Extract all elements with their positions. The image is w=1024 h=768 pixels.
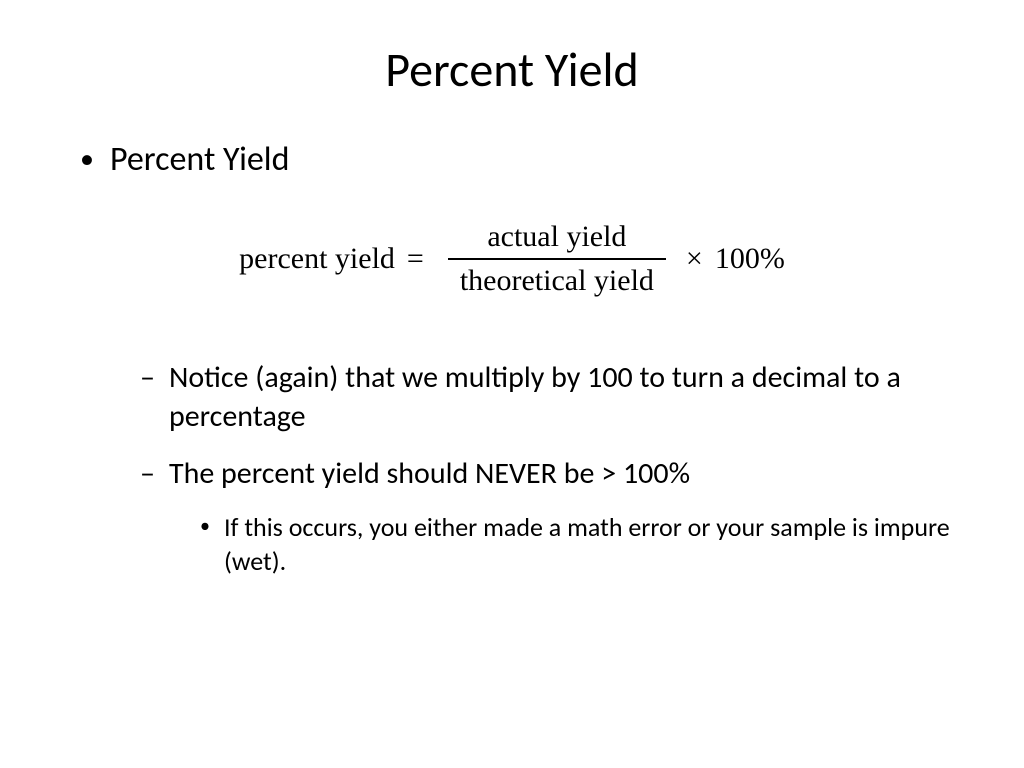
formula-equals: =	[407, 242, 424, 276]
bullet-level-2: Notice (again) that we multiply by 100 t…	[140, 358, 964, 436]
bullet-text: Notice (again) that we multiply by 100 t…	[169, 358, 964, 436]
bullet-level-1: Percent Yield	[80, 139, 964, 180]
formula-lhs: percent yield	[239, 242, 395, 276]
slide-title: Percent Yield	[60, 40, 964, 99]
bullet-text: If this occurs, you either made a math e…	[224, 511, 964, 579]
formula-fraction: actual yield theoretical yield	[448, 220, 666, 298]
formula-denominator: theoretical yield	[448, 258, 666, 298]
bullet-text: Percent Yield	[110, 139, 964, 180]
formula-times: ×	[686, 242, 703, 276]
formula: percent yield = actual yield theoretical…	[60, 220, 964, 298]
bullet-text: The percent yield should NEVER be > 100%	[169, 454, 964, 493]
formula-numerator: actual yield	[475, 220, 638, 258]
bullet-level-3: If this occurs, you either made a math e…	[200, 511, 964, 579]
bullet-level-2: The percent yield should NEVER be > 100%	[140, 454, 964, 493]
formula-rhs: 100%	[715, 242, 785, 276]
